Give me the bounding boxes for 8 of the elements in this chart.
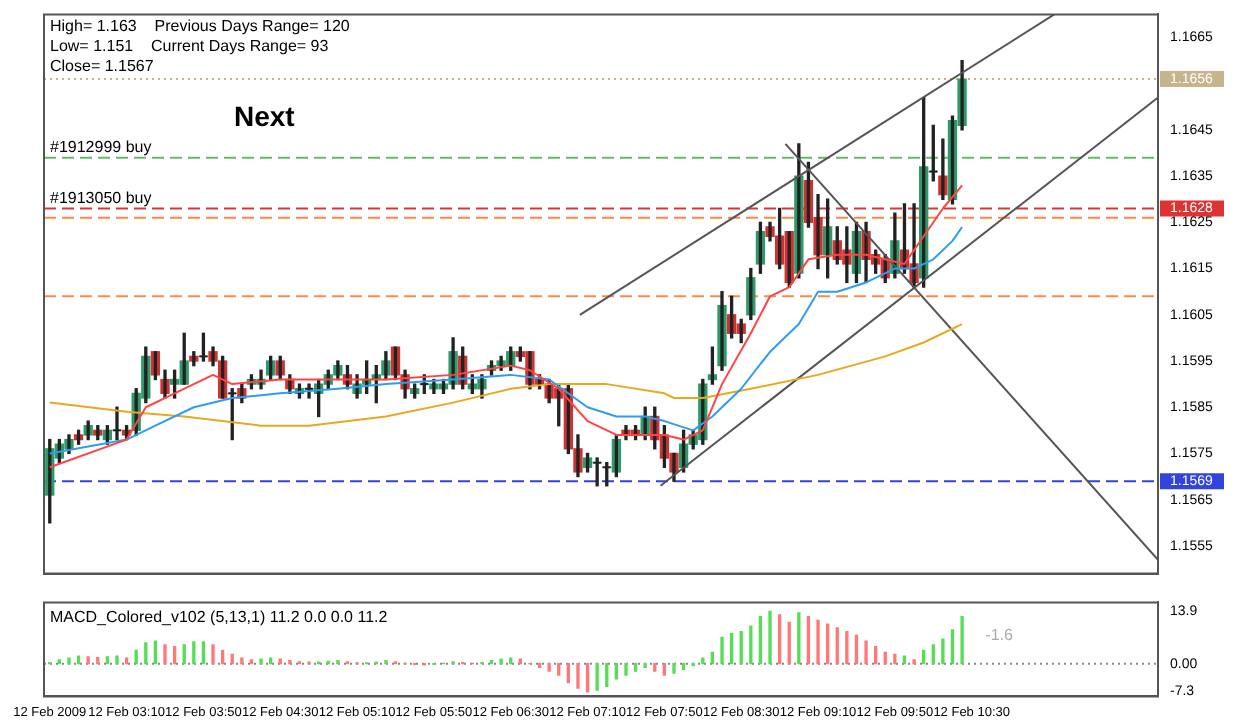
annotation: Low= 1.151 Current Days Range= 93 — [50, 36, 330, 55]
annotation: High= 1.163 Previous Days Range= 120 — [50, 16, 351, 35]
text: Next — [234, 100, 296, 133]
annotation: Close= 1.1567 — [50, 56, 155, 75]
ref-line-label: #1913050 buy — [50, 188, 152, 207]
annotation: -1.6 — [985, 625, 1014, 644]
ref-line-label: #1912999 buy — [50, 138, 152, 157]
text: MACD_Colored_v102 (5,13,1) 11.2 0.0 0.0 11.2 — [50, 608, 389, 627]
